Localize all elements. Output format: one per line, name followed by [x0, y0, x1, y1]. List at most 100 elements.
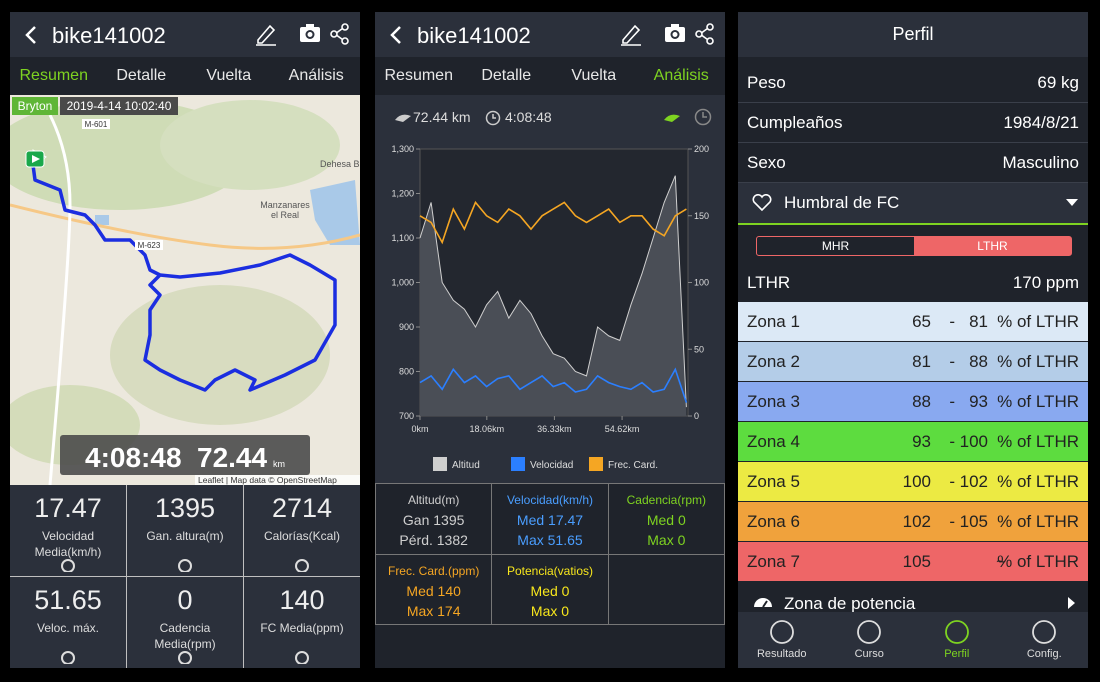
zone-high: 102 [959, 472, 988, 491]
zone-high: 81 [969, 312, 988, 331]
cell-value: Med 0 [530, 582, 570, 599]
tab[interactable]: Detalle [481, 67, 532, 84]
cell-value: Med 0 [646, 512, 686, 528]
map-label: M-601 [85, 120, 108, 129]
field-label: Peso [747, 73, 786, 92]
summary-duration: 4:08:48 [505, 109, 552, 125]
share-button[interactable] [330, 23, 350, 45]
distance-icon [395, 114, 411, 122]
share-button[interactable] [695, 23, 715, 45]
back-button[interactable] [389, 25, 403, 45]
header: bike141002 [10, 12, 360, 57]
table-cell: Frec. Card.(ppm) Med 140 Max 174 [376, 554, 492, 624]
zone-separator: ~ [996, 552, 1006, 571]
profile-row[interactable]: Peso 69 kg [738, 62, 1088, 103]
stat-label: Veloc. máx. [36, 621, 100, 635]
header-title: bike141002 [417, 23, 531, 48]
stat-icon [295, 559, 309, 572]
legend-label: Frec. Card. [608, 460, 658, 471]
gauge-icon [754, 598, 772, 608]
zone-unit: % of LTHR [997, 352, 1079, 371]
map-attribution: Leaflet | Map data © OpenStreetMap [198, 475, 337, 485]
zone-low: 100 [902, 472, 931, 491]
stat-value: 2714 [271, 493, 333, 523]
stat-icon [61, 651, 75, 664]
field-label: Sexo [747, 153, 786, 172]
tab[interactable]: Resumen [19, 67, 88, 84]
edit-button[interactable] [254, 22, 278, 46]
profile-row[interactable]: Cumpleaños 1984/8/21 [738, 102, 1088, 143]
zone-low: 81 [912, 352, 931, 371]
zone-row[interactable]: Zona 4 93-100 % of LTHR [738, 422, 1088, 462]
zone-unit: % of LTHR [997, 312, 1079, 331]
nav-item[interactable]: Resultado [738, 612, 826, 668]
zone-low: 105 [902, 552, 931, 571]
series-line [419, 175, 687, 408]
tab[interactable]: Resumen [384, 67, 453, 84]
edit-button[interactable] [619, 22, 643, 46]
tab[interactable]: Vuelta [206, 67, 252, 84]
time-mode-button[interactable] [694, 108, 712, 126]
zone-row[interactable]: Zona 3 88-93 % of LTHR [738, 382, 1088, 422]
camera-button[interactable] [664, 23, 686, 43]
zone-row[interactable]: Zona 7 105 ~% of LTHR [738, 542, 1088, 582]
cell-value: Pérd. 1382 [399, 532, 468, 548]
analysis-chart: 700 800 900 1,000 1,100 1,200 1,300 0 50 100 150 20… [391, 144, 709, 471]
cell-value: Med 17.47 [516, 512, 584, 528]
hr-threshold-section[interactable]: Humbral de FC [738, 182, 1088, 225]
camera-button[interactable] [299, 23, 321, 43]
toggle-mhr[interactable]: MHR [821, 239, 850, 253]
power-zone-row[interactable]: Zona de potencia [738, 584, 1088, 613]
tab[interactable]: Vuelta [571, 67, 617, 84]
cell-value: Med 140 [406, 582, 461, 599]
y-tick-label: 1,000 [391, 278, 414, 288]
zone-row[interactable]: Zona 2 81-88 % of LTHR [738, 342, 1088, 382]
zone-row[interactable]: Zona 1 65-81 % of LTHR [738, 302, 1088, 342]
cell-header: Altitud(m) [407, 493, 460, 507]
zone-name: Zona 1 [747, 312, 800, 331]
zone-separator: - [949, 352, 955, 371]
stat-value: 140 [279, 585, 325, 615]
stat-icon [61, 559, 75, 572]
zone-high: 93 [969, 392, 988, 411]
field-value: 1984/8/21 [1003, 113, 1079, 132]
zone-low: 88 [912, 392, 931, 411]
icon-shape [178, 559, 192, 572]
cell-value: Max 0 [530, 602, 570, 619]
toggle-lthr[interactable]: LTHR [914, 237, 1071, 255]
tab[interactable]: Análisis [653, 67, 709, 84]
stat-cell: 1395 Gan. altura(m) [127, 485, 243, 576]
zone-row[interactable]: Zona 6 102-105 % of LTHR [738, 502, 1088, 542]
header-title: bike141002 [52, 23, 166, 48]
zone-high: 88 [969, 352, 988, 371]
bottom-nav: Resultado Curso Perfil Config. [738, 612, 1088, 668]
nav-icon [1032, 620, 1057, 644]
zone-unit: % of LTHR [997, 472, 1079, 491]
legend-swatch [511, 457, 525, 471]
back-button[interactable] [24, 25, 38, 45]
tab[interactable]: Detalle [116, 67, 167, 84]
x-tick-label: 36.33km [537, 424, 572, 434]
stat-icon [295, 651, 309, 664]
table-cell: Altitud(m) Gan 1395 Pérd. 1382 [376, 484, 492, 554]
zone-row[interactable]: Zona 5 100-102 % of LTHR [738, 462, 1088, 502]
stat-label: Velocidad Media(km/h) [34, 529, 102, 559]
zone-low: 102 [902, 512, 931, 531]
legend-swatch [589, 457, 603, 471]
nav-label: Resultado [756, 648, 807, 660]
analysis-screen: bike141002 Resumen Detalle Vuelta Análisis … [375, 12, 725, 668]
nav-icon [944, 620, 969, 644]
ride-duration: 4:08:48 [85, 442, 182, 473]
nav-item[interactable]: Config. [1001, 612, 1089, 668]
nav-item[interactable]: Curso [826, 612, 914, 668]
stat-cell: 2714 Calorías(Kcal) [244, 485, 360, 576]
distance-mode-button[interactable] [662, 110, 682, 124]
tab[interactable]: Análisis [288, 67, 344, 84]
nav-item[interactable]: Perfil [913, 612, 1001, 668]
profile-row[interactable]: Sexo Masculino [738, 142, 1088, 183]
x-tick-label: 18.06km [470, 424, 505, 434]
zone-separator: - [949, 392, 955, 411]
header: bike141002 [375, 12, 725, 57]
map-timestamp: 2019-4-14 10:02:40 [67, 99, 172, 113]
